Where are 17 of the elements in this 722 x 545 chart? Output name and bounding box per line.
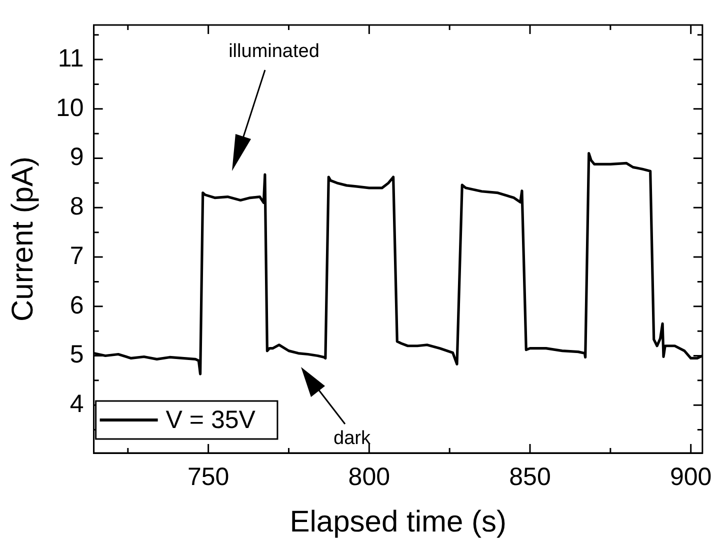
y-tick-label: 11 <box>58 44 84 72</box>
legend-label: V = 35V <box>166 406 256 434</box>
x-tick-label: 750 <box>187 462 230 491</box>
x-tick-label: 800 <box>348 462 390 491</box>
y-tick-label: 10 <box>56 94 84 122</box>
y-tick-label: 9 <box>70 143 84 172</box>
x-tick-label: 900 <box>670 462 712 491</box>
x-axis-title: Elapsed time (s) <box>290 505 506 538</box>
y-tick-label: 4 <box>70 390 84 418</box>
y-tick-label: 7 <box>70 242 84 270</box>
annotation: dark <box>334 428 370 450</box>
x-tick-label: 850 <box>509 462 551 491</box>
annotation: illuminated <box>228 41 320 63</box>
y-tick-label: 5 <box>70 340 84 369</box>
y-tick-label: 6 <box>70 291 84 320</box>
y-tick-label: 8 <box>70 192 84 221</box>
y-axis-title: Current (pA) <box>6 156 40 322</box>
